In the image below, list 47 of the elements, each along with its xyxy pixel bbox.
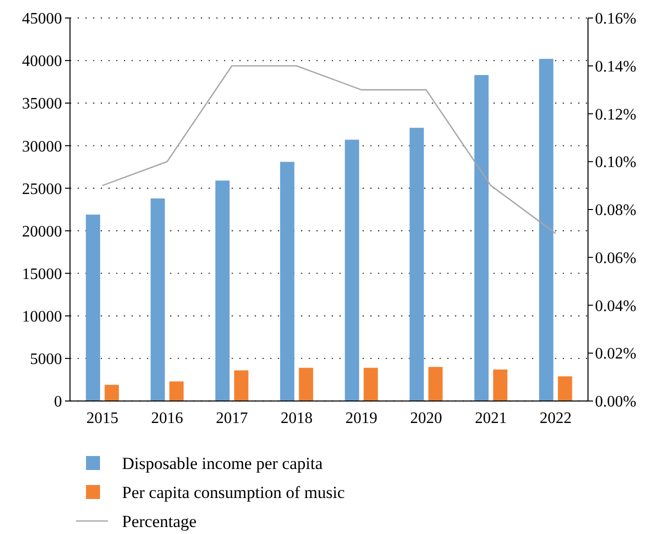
- bar: [344, 140, 360, 401]
- bar: [410, 128, 424, 401]
- x-tick-label: 2018: [280, 410, 313, 427]
- y-tick-label: 15000: [22, 266, 62, 283]
- y-tick-label: 40000: [22, 53, 62, 70]
- y-tick-label: 20000: [22, 223, 62, 240]
- y2-tick-label: 0.08%: [595, 202, 636, 220]
- x-tick-label: 2020: [410, 410, 442, 427]
- bar: [474, 75, 489, 401]
- bar: [86, 214, 100, 401]
- y2-tick-label: 0.02%: [595, 346, 636, 363]
- y2-tick-label: 0.04%: [595, 298, 636, 315]
- bar: [234, 370, 248, 401]
- y2-tick-label: 0.12%: [595, 106, 636, 124]
- y2-tick-label: 0.06%: [595, 250, 636, 267]
- bar: [539, 58, 554, 401]
- x-tick-label: 2021: [474, 410, 507, 427]
- legend-label: Disposable income per capita: [122, 454, 324, 473]
- y2-tick-label: 0.14%: [595, 58, 636, 76]
- bar: [298, 368, 314, 401]
- bar: [150, 198, 165, 401]
- bar: [280, 162, 294, 401]
- line-series: [102, 65, 556, 234]
- x-tick-label: 2015: [86, 410, 118, 427]
- bar: [215, 180, 230, 401]
- legend-label: Per capita consumption of music: [122, 482, 346, 502]
- x-tick-label: 2022: [540, 410, 572, 427]
- bar: [428, 366, 443, 401]
- bar: [558, 376, 572, 401]
- y-tick-label: 0: [54, 394, 62, 411]
- y2-tick-label: 0.10%: [595, 154, 636, 172]
- y-tick-label: 45000: [22, 10, 62, 28]
- legend-label: Percentage: [122, 512, 197, 531]
- bar: [169, 381, 184, 401]
- y2-tick-label: 0.16%: [595, 10, 636, 28]
- bar: [364, 368, 378, 401]
- x-tick-label: 2016: [151, 410, 184, 427]
- y-tick-label: 5000: [30, 351, 62, 368]
- bar: [104, 384, 119, 401]
- y-tick-label: 10000: [22, 308, 62, 326]
- y2-tick-label: 0.00%: [595, 394, 636, 411]
- x-tick-label: 2019: [345, 410, 378, 427]
- bar: [493, 370, 508, 401]
- y-tick-label: 30000: [22, 138, 62, 156]
- y-tick-label: 35000: [22, 96, 62, 113]
- y-tick-label: 25000: [22, 180, 62, 198]
- x-tick-label: 2017: [216, 410, 248, 427]
